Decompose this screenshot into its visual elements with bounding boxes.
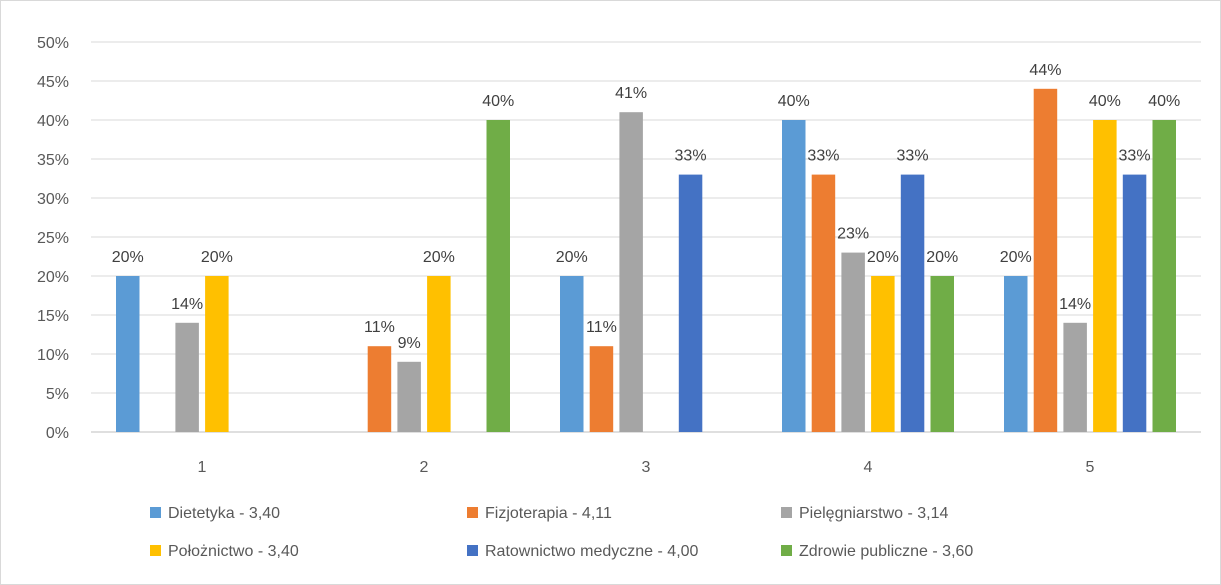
data-label: 20% [556,249,588,266]
data-label: 33% [1119,148,1151,165]
bar [397,361,421,432]
legend-swatch [467,545,478,556]
y-tick-label: 50% [37,35,69,52]
legend-label: Fizjoterapia - 4,11 [485,505,612,522]
legend-swatch [467,507,478,518]
bar [560,276,584,432]
legend-swatch [150,507,161,518]
bar [1093,120,1117,432]
bar [427,276,451,432]
bar [116,276,140,432]
data-label: 20% [201,249,233,266]
y-tick-label: 30% [37,191,69,208]
legend-label: Zdrowie publiczne - 3,60 [799,543,973,560]
bar [486,120,510,432]
y-tick-label: 35% [37,152,69,169]
bar [782,120,806,432]
data-label: 40% [482,93,514,110]
x-tick-label: 5 [1086,459,1095,476]
legend-label: Ratownictwo medyczne - 4,00 [485,543,699,560]
data-label: 20% [423,249,455,266]
x-tick-label: 2 [420,459,429,476]
data-label: 33% [807,148,839,165]
bar [589,346,614,432]
data-label: 33% [897,148,929,165]
data-label: 23% [837,226,869,243]
y-tick-label: 45% [37,74,69,91]
bar [1033,88,1058,433]
bar [367,346,392,432]
data-label: 14% [171,296,203,313]
x-tick-label: 1 [198,459,207,476]
x-tick-label: 3 [642,459,651,476]
data-label: 9% [398,335,421,352]
data-label: 44% [1029,62,1061,79]
bar [841,252,865,432]
y-tick-label: 25% [37,230,69,247]
data-label: 11% [586,319,617,336]
data-label: 41% [615,85,647,102]
bar [871,276,895,432]
data-label: 33% [675,148,707,165]
legend-label: Dietetyka - 3,40 [168,505,280,522]
bar [1152,120,1176,432]
data-label: 40% [1089,93,1121,110]
bar [900,174,925,432]
bar [1063,322,1087,432]
data-label: 40% [778,93,810,110]
legend-swatch [150,545,161,556]
data-label: 20% [867,249,899,266]
bar [1004,276,1028,432]
legend-label: Pielęgniarstwo - 3,14 [799,505,949,522]
y-tick-label: 15% [37,308,69,325]
y-tick-label: 10% [37,347,69,364]
data-label: 20% [112,249,144,266]
data-label: 20% [1000,249,1032,266]
y-tick-label: 20% [37,269,69,286]
bar [678,174,703,432]
y-tick-label: 5% [46,386,69,403]
legend-swatch [781,507,792,518]
bar [930,276,954,432]
data-label: 14% [1059,296,1091,313]
data-label: 11% [364,319,395,336]
bar [811,174,836,432]
legend-label: Położnictwo - 3,40 [168,543,299,560]
bar [205,276,229,432]
bar [619,112,643,432]
data-label: 40% [1148,93,1180,110]
y-tick-label: 40% [37,113,69,130]
data-label: 20% [926,249,958,266]
legend-swatch [781,545,792,556]
x-tick-label: 4 [864,459,873,476]
bar [175,322,199,432]
bar [1122,174,1147,432]
y-tick-label: 0% [46,425,69,442]
